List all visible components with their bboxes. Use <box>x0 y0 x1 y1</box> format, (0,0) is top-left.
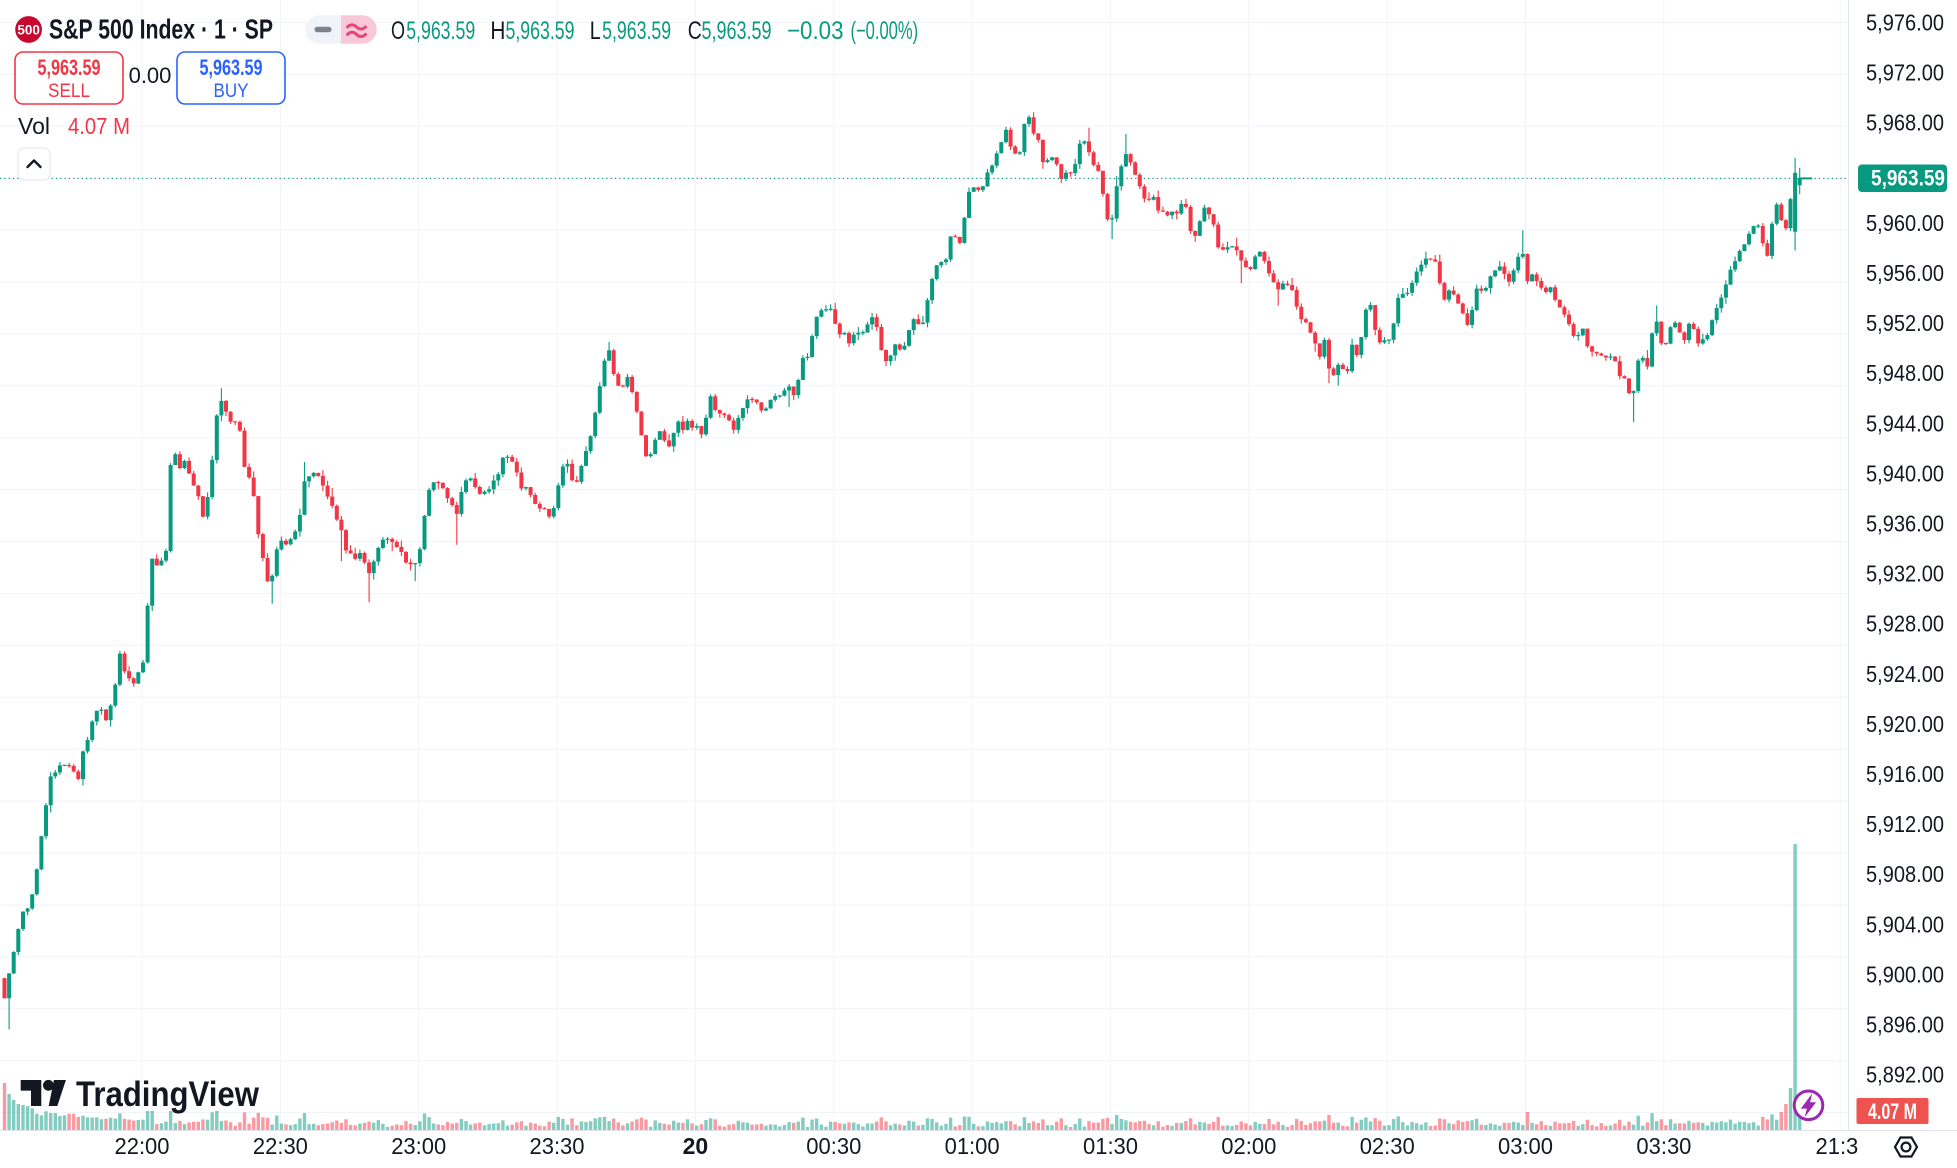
svg-text:5,963.59: 5,963.59 <box>200 55 263 80</box>
svg-text:22:00: 22:00 <box>115 1133 170 1159</box>
svg-text:Vol: Vol <box>18 113 50 139</box>
svg-text:00:30: 00:30 <box>806 1133 861 1159</box>
svg-text:23:00: 23:00 <box>391 1133 446 1159</box>
svg-text:02:30: 02:30 <box>1360 1133 1415 1159</box>
svg-text:5,972.00: 5,972.00 <box>1866 60 1944 86</box>
svg-text:5,976.00: 5,976.00 <box>1866 10 1944 36</box>
svg-text:23:30: 23:30 <box>530 1133 585 1159</box>
svg-text:−0.03: −0.03 <box>787 17 844 45</box>
svg-text:5,924.00: 5,924.00 <box>1866 661 1944 687</box>
svg-text:02:00: 02:00 <box>1221 1133 1276 1159</box>
svg-text:0.00: 0.00 <box>129 63 172 88</box>
svg-text:C: C <box>688 17 702 45</box>
svg-text:5,904.00: 5,904.00 <box>1866 911 1944 937</box>
svg-text:22:30: 22:30 <box>253 1133 308 1159</box>
svg-text:O: O <box>391 17 405 45</box>
svg-text:5,928.00: 5,928.00 <box>1866 611 1944 637</box>
svg-text:5,963.59: 5,963.59 <box>506 17 575 45</box>
svg-text:TradingView: TradingView <box>76 1075 260 1114</box>
svg-text:5,960.00: 5,960.00 <box>1866 210 1944 236</box>
svg-text:BUY: BUY <box>214 81 249 102</box>
svg-text:5,963.59: 5,963.59 <box>406 17 475 45</box>
svg-text:500: 500 <box>17 23 40 38</box>
svg-text:5,968.00: 5,968.00 <box>1866 110 1944 136</box>
svg-text:5,932.00: 5,932.00 <box>1866 561 1944 587</box>
svg-text:5,900.00: 5,900.00 <box>1866 961 1944 987</box>
svg-text:5,908.00: 5,908.00 <box>1866 861 1944 887</box>
svg-text:H: H <box>490 17 505 45</box>
svg-text:5,916.00: 5,916.00 <box>1866 761 1944 787</box>
svg-text:5,920.00: 5,920.00 <box>1866 711 1944 737</box>
svg-text:4.07 M: 4.07 M <box>68 113 130 139</box>
svg-text:5,963.59: 5,963.59 <box>38 55 101 80</box>
svg-text:(−0.00%): (−0.00%) <box>851 17 919 45</box>
svg-text:5,963.59: 5,963.59 <box>1871 166 1945 191</box>
svg-text:SELL: SELL <box>48 81 90 102</box>
svg-text:5,944.00: 5,944.00 <box>1866 410 1944 436</box>
svg-text:5,963.59: 5,963.59 <box>602 17 671 45</box>
svg-text:5,892.00: 5,892.00 <box>1866 1062 1944 1088</box>
svg-text:01:00: 01:00 <box>945 1133 1000 1159</box>
svg-text:5,956.00: 5,956.00 <box>1866 260 1944 286</box>
svg-text:5,948.00: 5,948.00 <box>1866 360 1944 386</box>
svg-text:4.07 M: 4.07 M <box>1868 1099 1917 1124</box>
svg-text:5,912.00: 5,912.00 <box>1866 811 1944 837</box>
svg-text:03:30: 03:30 <box>1636 1133 1691 1159</box>
svg-text:5,896.00: 5,896.00 <box>1866 1012 1944 1038</box>
svg-text:5,940.00: 5,940.00 <box>1866 460 1944 486</box>
svg-text:S&P 500 Index · 1 · SP: S&P 500 Index · 1 · SP <box>49 14 273 45</box>
svg-text:5,936.00: 5,936.00 <box>1866 511 1944 537</box>
svg-text:5,963.59: 5,963.59 <box>702 17 772 45</box>
svg-text:5,952.00: 5,952.00 <box>1866 310 1944 336</box>
svg-text:L: L <box>590 17 601 45</box>
svg-text:03:00: 03:00 <box>1498 1133 1553 1159</box>
svg-text:21:30: 21:30 <box>1816 1133 1871 1159</box>
svg-text:01:30: 01:30 <box>1083 1133 1138 1159</box>
svg-text:20: 20 <box>683 1133 709 1159</box>
